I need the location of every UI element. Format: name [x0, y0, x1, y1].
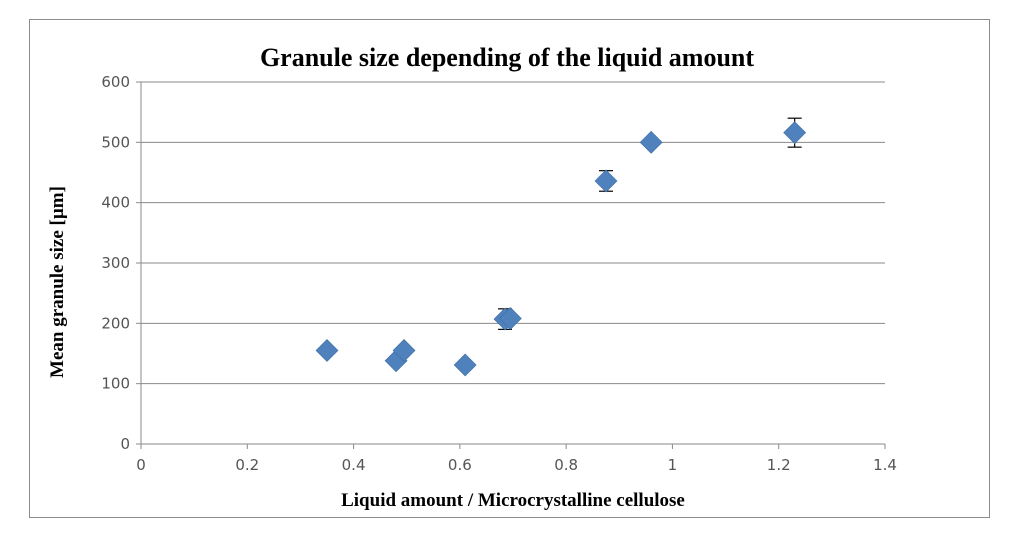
data-point — [639, 130, 663, 154]
data-point — [594, 169, 618, 193]
data-points — [315, 121, 807, 377]
y-tick-label: 0 — [120, 435, 130, 453]
axes — [136, 81, 886, 449]
y-tick-label: 200 — [101, 314, 130, 332]
data-point — [453, 353, 477, 377]
x-tick-label: 0.6 — [448, 456, 472, 474]
x-tick-label: 0.4 — [342, 456, 366, 474]
x-tick-label: 1.2 — [767, 456, 791, 474]
x-tick-label: 0.2 — [235, 456, 259, 474]
data-point — [783, 121, 807, 145]
data-point — [498, 307, 522, 330]
y-axis-title: Mean granule size [µm] — [47, 186, 68, 378]
x-tick-label: 0.8 — [554, 456, 578, 474]
y-tick-label: 600 — [101, 73, 130, 91]
y-tick-label: 100 — [101, 375, 130, 393]
data-point — [392, 339, 416, 362]
y-tick-label: 400 — [101, 194, 130, 212]
y-tick-label: 300 — [101, 254, 130, 272]
x-tick-label: 1.4 — [873, 456, 897, 474]
chart-frame: Granule size depending of the liquid amo… — [29, 19, 990, 518]
gridlines — [141, 81, 885, 385]
y-tick-label: 500 — [101, 133, 130, 151]
data-point — [315, 339, 339, 362]
chart-title: Granule size depending of the liquid amo… — [260, 43, 754, 72]
y-tick-labels: 0 100 200 300 400 500 600 — [101, 73, 130, 453]
x-tick-labels: 0 0.2 0.4 0.6 0.8 1 1.2 1.4 — [136, 456, 897, 474]
x-axis-title: Liquid amount / Microcrystalline cellulo… — [341, 490, 685, 511]
x-tick-label: 1 — [668, 456, 678, 474]
x-tick-label: 0 — [136, 456, 146, 474]
scatter-chart: Granule size depending of the liquid amo… — [47, 43, 897, 511]
